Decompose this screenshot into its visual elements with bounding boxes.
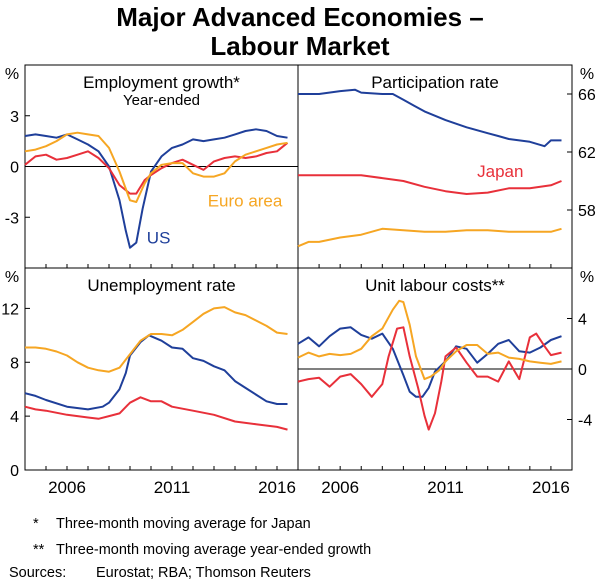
employment-ytick-label-left-2: -3 (5, 210, 19, 227)
footnote-marker-1: * (33, 516, 39, 532)
xaxis-right-label-0: 2006 (321, 478, 359, 497)
footnote-marker-2: ** (33, 542, 45, 558)
ulc-panel-title: Unit labour costs** (365, 276, 505, 295)
unemployment-ytick-label-left-1: 8 (10, 355, 19, 372)
unemployment-ytick-label-left-2: 4 (10, 409, 19, 426)
employment-panel-subtitle: Year-ended (123, 92, 200, 109)
unemployment-series-euro (25, 306, 288, 373)
ulc-series-us (297, 326, 562, 398)
unemployment-series-us (24, 334, 288, 411)
xaxis-left-label-2: 2016 (258, 478, 296, 497)
unemployment-panel-title: Unemployment rate (87, 276, 235, 295)
participation-panel-title: Participation rate (371, 73, 499, 92)
employment-annotation-0: Euro area (208, 191, 283, 210)
figure-title-line2: Labour Market (210, 31, 390, 61)
employment-ytick-label-left-0: 3 (10, 109, 19, 126)
figure-title-line1: Major Advanced Economies – (116, 2, 484, 32)
sources-text: Eurostat; RBA; Thomson Reuters (96, 565, 311, 581)
ulc-series-euro (297, 299, 562, 381)
employment-ytick-label-left-1: 0 (10, 160, 19, 177)
unit-label-top-left: % (5, 66, 19, 83)
unemployment-ytick-label-left-0: 12 (1, 301, 19, 318)
unemployment-ytick-label-left-3: 0 (10, 463, 19, 480)
participation-annotation-0: Japan (477, 162, 523, 181)
ulc-series-japan (297, 326, 562, 431)
footnote-text-1: Three-month moving average for Japan (56, 516, 311, 532)
unemployment-series-japan (24, 396, 288, 431)
xaxis-right-label-1: 2011 (427, 478, 464, 497)
ulc-ytick-label-right-2: -4 (578, 413, 592, 430)
footnote-text-2: Three-month moving average year-ended gr… (56, 542, 372, 558)
participation-series-japan (298, 174, 562, 195)
employment-series-us (24, 128, 288, 249)
xaxis-left-label-0: 2006 (48, 478, 86, 497)
xaxis-right-label-2: 2016 (532, 478, 570, 497)
participation-series-euro (297, 227, 562, 248)
sources-label: Sources: (9, 565, 67, 581)
xaxis-left-label-1: 2011 (154, 478, 191, 497)
participation-ytick-label-right-0: 66 (578, 87, 596, 104)
employment-annotation-1: US (147, 229, 171, 248)
employment-series-euro (24, 131, 288, 203)
participation-ytick-label-right-2: 58 (578, 203, 596, 220)
participation-series-us (298, 88, 562, 148)
employment-panel-title: Employment growth* (83, 73, 240, 92)
participation-ytick-label-right-1: 62 (578, 145, 596, 162)
ulc-ytick-label-right-0: 4 (578, 312, 587, 329)
unit-label-bottom-right: % (580, 269, 594, 286)
unit-label-top-right: % (580, 66, 594, 83)
ulc-ytick-label-right-1: 0 (578, 362, 587, 379)
unit-label-bottom-left: % (5, 269, 19, 286)
